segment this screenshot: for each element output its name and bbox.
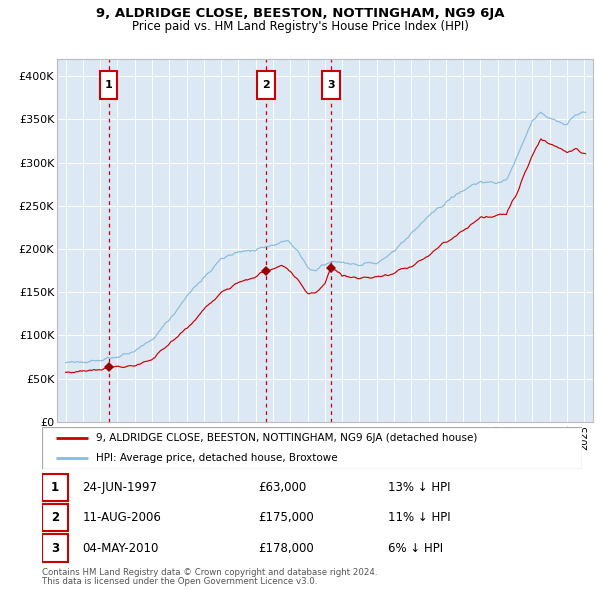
Text: £175,000: £175,000 <box>258 511 314 525</box>
Text: £178,000: £178,000 <box>258 542 314 555</box>
Bar <box>322 71 340 99</box>
Text: HPI: Average price, detached house, Broxtowe: HPI: Average price, detached house, Brox… <box>96 453 338 463</box>
Text: 13% ↓ HPI: 13% ↓ HPI <box>388 481 450 494</box>
Text: 04-MAY-2010: 04-MAY-2010 <box>83 542 159 555</box>
Text: Contains HM Land Registry data © Crown copyright and database right 2024.: Contains HM Land Registry data © Crown c… <box>42 568 377 576</box>
Bar <box>100 71 118 99</box>
Bar <box>257 71 275 99</box>
Text: 11-AUG-2006: 11-AUG-2006 <box>83 511 161 525</box>
Text: 9, ALDRIDGE CLOSE, BEESTON, NOTTINGHAM, NG9 6JA (detached house): 9, ALDRIDGE CLOSE, BEESTON, NOTTINGHAM, … <box>96 433 478 443</box>
Text: 2: 2 <box>51 511 59 525</box>
Text: 6% ↓ HPI: 6% ↓ HPI <box>388 542 443 555</box>
Text: 1: 1 <box>51 481 59 494</box>
Text: 3: 3 <box>51 542 59 555</box>
Text: 1: 1 <box>104 80 112 90</box>
Text: Price paid vs. HM Land Registry's House Price Index (HPI): Price paid vs. HM Land Registry's House … <box>131 20 469 33</box>
Bar <box>42 535 68 562</box>
Text: 11% ↓ HPI: 11% ↓ HPI <box>388 511 450 525</box>
Text: 2: 2 <box>262 80 270 90</box>
Text: £63,000: £63,000 <box>258 481 306 494</box>
Text: 3: 3 <box>327 80 335 90</box>
Text: 24-JUN-1997: 24-JUN-1997 <box>83 481 157 494</box>
Text: 9, ALDRIDGE CLOSE, BEESTON, NOTTINGHAM, NG9 6JA: 9, ALDRIDGE CLOSE, BEESTON, NOTTINGHAM, … <box>96 7 504 20</box>
Bar <box>42 504 68 532</box>
Bar <box>42 474 68 501</box>
Text: This data is licensed under the Open Government Licence v3.0.: This data is licensed under the Open Gov… <box>42 577 317 586</box>
